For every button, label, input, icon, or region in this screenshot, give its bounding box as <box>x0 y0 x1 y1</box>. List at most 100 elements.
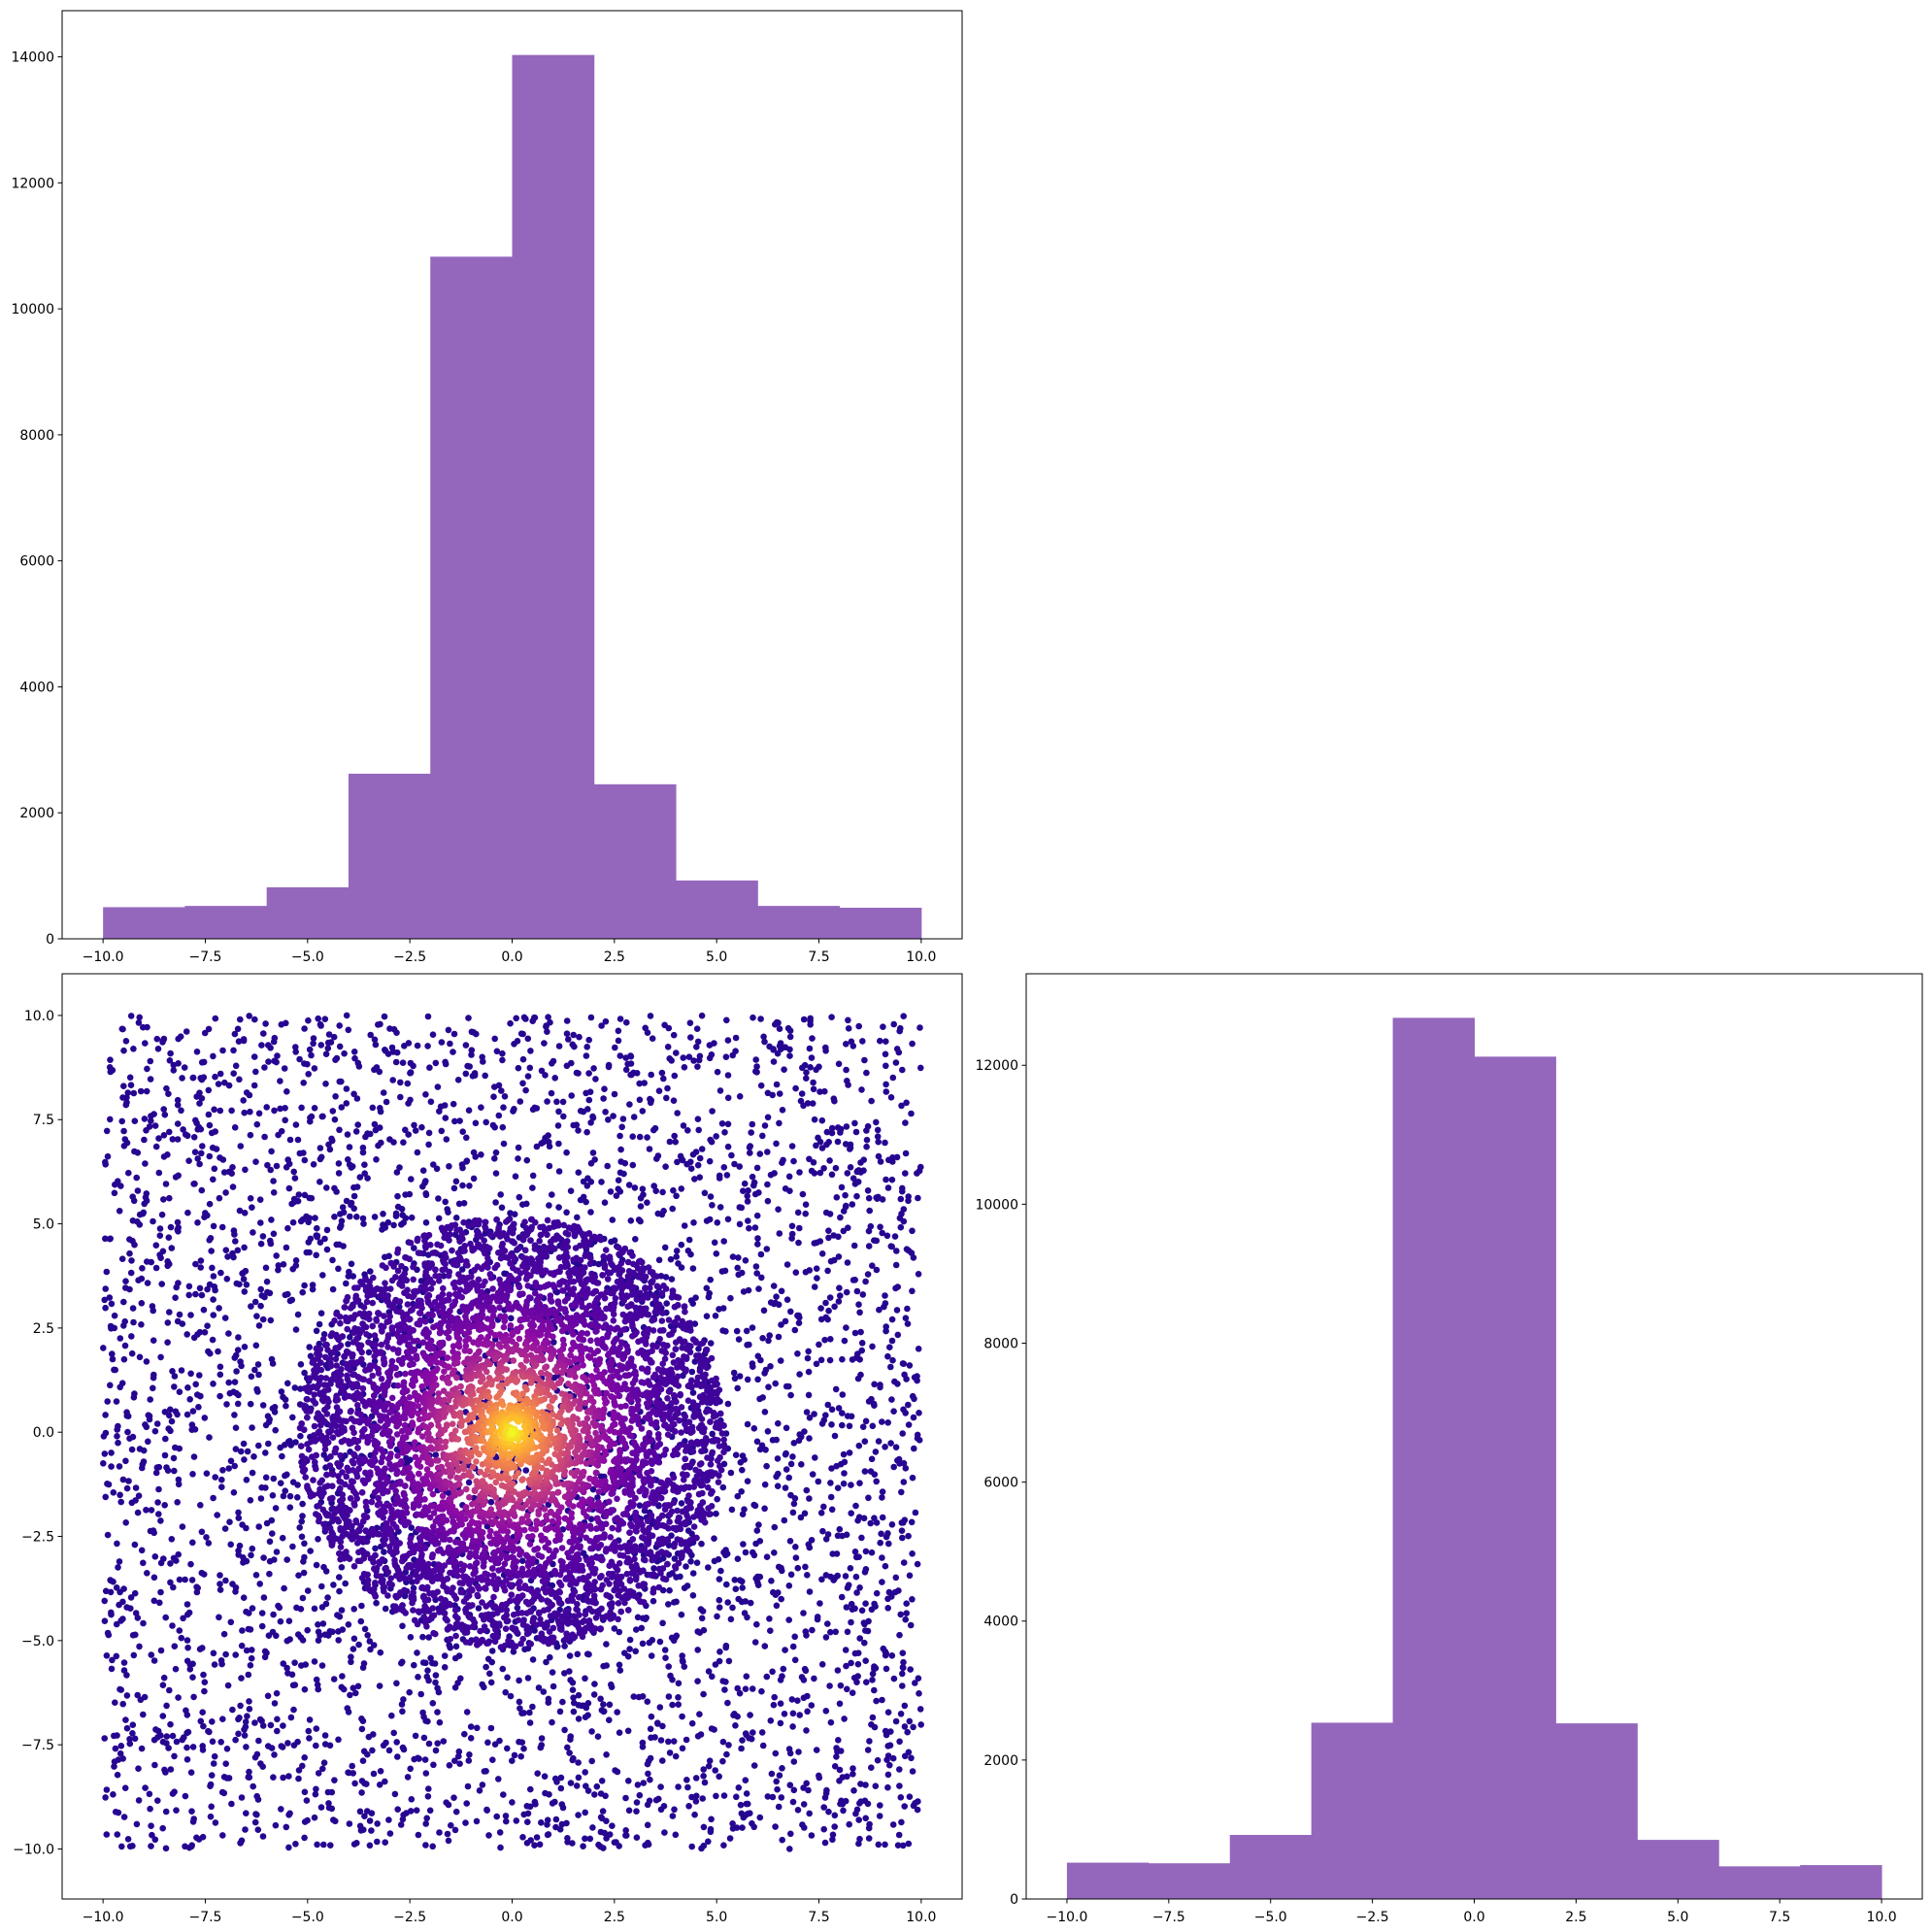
scatter-point <box>393 1029 400 1036</box>
scatter-point <box>697 1606 705 1613</box>
scatter-point <box>454 1077 462 1083</box>
scatter-point <box>601 1199 609 1206</box>
scatter-point <box>519 1030 526 1038</box>
scatter-point <box>467 1735 475 1742</box>
scatter-point <box>319 1272 326 1279</box>
scatter-point <box>159 1039 166 1046</box>
scatter-point <box>690 1219 697 1226</box>
scatter-point <box>218 1483 225 1490</box>
scatter-point <box>303 1249 311 1256</box>
scatter-point <box>826 1157 833 1164</box>
scatter-point <box>263 1278 271 1285</box>
scatter-point <box>211 1661 218 1668</box>
scatter-point <box>884 1352 891 1360</box>
scatter-point <box>307 1408 314 1415</box>
scatter-point <box>350 1646 357 1652</box>
scatter-point <box>602 1109 609 1116</box>
scatter-point <box>459 1128 467 1135</box>
scatter-point <box>138 1300 146 1307</box>
scatter-point <box>700 1823 708 1831</box>
scatter-point <box>135 1765 142 1772</box>
scatter-point <box>898 1211 905 1217</box>
scatter-point <box>243 1810 250 1816</box>
scatter-point <box>103 1652 111 1659</box>
scatter-point <box>267 1166 275 1174</box>
scatter-point <box>749 1685 756 1692</box>
scatter-point <box>770 1282 778 1289</box>
scatter-point <box>791 1326 799 1334</box>
scatter-point <box>813 1142 819 1149</box>
scatter-point <box>324 1045 332 1051</box>
scatter-point <box>849 1689 856 1696</box>
scatter-point <box>597 1814 605 1821</box>
scatter-point <box>602 1017 610 1025</box>
scatter-point <box>145 1412 152 1418</box>
scatter-point <box>563 1030 571 1037</box>
scatter-point <box>317 1042 325 1049</box>
x-tick-label: 0.0 <box>501 949 522 965</box>
scatter-point <box>120 1127 127 1135</box>
scatter-point <box>582 1714 589 1720</box>
scatter-point <box>348 1164 355 1171</box>
scatter-point <box>317 1359 324 1366</box>
scatter-point <box>724 1216 732 1223</box>
scatter-point <box>865 1243 873 1249</box>
scatter-point <box>316 1145 324 1151</box>
scatter-point <box>233 1280 241 1287</box>
scatter-point <box>533 1105 541 1112</box>
scatter-point <box>646 1146 653 1152</box>
scatter-point <box>648 1071 654 1079</box>
scatter-point <box>269 1530 276 1537</box>
scatter-point <box>690 1523 698 1530</box>
scatter-point <box>880 1023 886 1030</box>
scatter-point <box>745 1286 752 1294</box>
scatter-point <box>851 1329 859 1337</box>
scatter-point <box>835 1253 843 1260</box>
scatter-point <box>848 1659 854 1667</box>
scatter-point <box>516 1738 522 1746</box>
scatter-point <box>569 1686 577 1693</box>
scatter-point <box>394 1753 401 1760</box>
scatter-point <box>298 1104 305 1112</box>
scatter-point <box>745 1187 751 1194</box>
scatter-point <box>298 1517 306 1525</box>
scatter-point <box>900 1013 907 1019</box>
scatter-point <box>217 1739 224 1746</box>
scatter-point <box>107 1116 114 1123</box>
scatter-point <box>338 1607 346 1614</box>
scatter-point <box>206 1237 213 1244</box>
scatter-point <box>144 1023 150 1031</box>
scatter-point <box>844 1170 851 1177</box>
scatter-point <box>102 1412 109 1418</box>
scatter-point <box>883 1062 889 1070</box>
scatter-point <box>354 1121 362 1128</box>
scatter-point <box>249 1545 256 1552</box>
scatter-point <box>189 1539 196 1547</box>
scatter-point <box>769 1668 776 1676</box>
scatter-point <box>735 1254 742 1261</box>
scatter-point <box>171 1373 179 1380</box>
scatter-point <box>724 1400 732 1408</box>
scatter-point <box>361 1271 368 1278</box>
scatter-point <box>811 1116 818 1123</box>
scatter-point <box>531 1627 538 1634</box>
scatter-point <box>429 1700 437 1707</box>
scatter-point <box>758 1729 766 1736</box>
scatter-point <box>668 1294 676 1301</box>
scatter-point <box>544 1098 550 1105</box>
scatter-point <box>549 1060 555 1067</box>
scatter-point <box>909 1287 916 1295</box>
scatter-point <box>315 1512 322 1519</box>
scatter-point <box>383 1739 389 1747</box>
scatter-point <box>157 1353 164 1361</box>
scatter-point <box>190 1181 197 1187</box>
scatter-point <box>523 1156 531 1164</box>
scatter-point <box>778 1794 785 1801</box>
scatter-point <box>119 1598 126 1606</box>
scatter-point <box>729 1820 736 1827</box>
scatter-point <box>118 1380 126 1386</box>
scatter-point <box>892 1574 900 1582</box>
scatter-point <box>781 1516 788 1524</box>
scatter-point <box>666 1138 674 1146</box>
scatter-point <box>752 1540 759 1548</box>
